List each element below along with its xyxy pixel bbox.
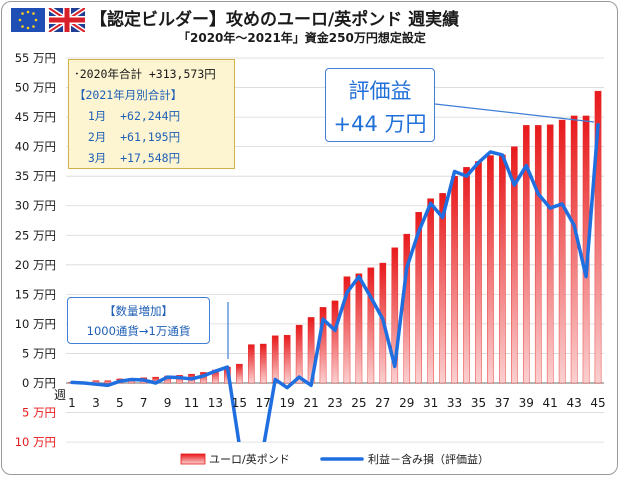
x-tick-label: 33 bbox=[447, 396, 462, 410]
bar-series bbox=[68, 90, 602, 384]
bar bbox=[439, 193, 446, 384]
x-tick-label: 1 bbox=[68, 396, 76, 410]
bar bbox=[248, 344, 255, 384]
x-tick-label: 35 bbox=[471, 396, 486, 410]
bar bbox=[331, 300, 339, 384]
bar bbox=[570, 115, 578, 384]
uk-flag-icon bbox=[47, 8, 85, 32]
bar bbox=[451, 175, 458, 384]
x-tick-label: 37 bbox=[495, 396, 510, 410]
x-tick-label: 13 bbox=[208, 396, 223, 410]
bar bbox=[343, 276, 351, 384]
chart-title: 【認定ビルダー】攻めのユーロ/英ポンド 週実績 bbox=[90, 10, 460, 30]
annual-summary-box: ･2020年合計 +313,573円 【2021年月別合計】 1月 +62,24… bbox=[68, 59, 235, 169]
bar bbox=[403, 233, 411, 384]
quantity-increase-callout: 【数量増加】 1000通貨→1万通貨 bbox=[67, 297, 210, 344]
x-axis-label: 週 bbox=[54, 388, 66, 402]
y-tick-label: 25 万円 bbox=[15, 228, 56, 242]
y-tick-label: 50 万円 bbox=[15, 81, 56, 95]
bar bbox=[295, 324, 303, 384]
y-tick-label: 45 万円 bbox=[15, 110, 56, 124]
bar bbox=[236, 363, 243, 384]
y-tick-label: 40 万円 bbox=[15, 140, 56, 154]
y-tick-label: 55 万円 bbox=[15, 51, 56, 65]
summary-2020-total: ･2020年合計 +313,573円 bbox=[74, 67, 216, 81]
x-tick-label: 17 bbox=[256, 396, 271, 410]
x-tick-label: 5 bbox=[116, 396, 124, 410]
summary-february: 2月 +61,195円 bbox=[74, 130, 181, 144]
y-tick-label: 35 万円 bbox=[15, 169, 56, 183]
bar bbox=[283, 334, 291, 384]
y-tick-label: 10 万円 bbox=[15, 317, 56, 331]
legend-item-bar: ユーロ/英ポンド bbox=[180, 451, 290, 467]
bar bbox=[511, 146, 518, 384]
chart-subtitle: 「2020年～2021年」資金250万円想定設定 bbox=[178, 31, 426, 45]
callout-qty-detail: 1000通貨→1万通貨 bbox=[86, 324, 191, 338]
legend-bar-swatch bbox=[180, 453, 206, 465]
line-series bbox=[70, 123, 600, 442]
summary-2021-heading: 【2021年月別合計】 bbox=[74, 88, 183, 102]
bar bbox=[367, 267, 375, 384]
y-tick-label: 5 万円 bbox=[22, 346, 56, 360]
bar bbox=[546, 124, 554, 384]
bar bbox=[558, 119, 566, 384]
summary-march: 3月 +17,548円 bbox=[74, 151, 181, 165]
y-tick-label: 30 万円 bbox=[15, 199, 56, 213]
x-tick-label: 39 bbox=[519, 396, 534, 410]
bar bbox=[487, 155, 494, 384]
bar bbox=[271, 335, 279, 384]
callout-eval-pointer bbox=[434, 103, 595, 123]
callout-eval-heading: 評価益 bbox=[348, 79, 412, 103]
y-tick-label: 20 万円 bbox=[15, 258, 56, 272]
x-tick-label: 15 bbox=[232, 396, 247, 410]
bar bbox=[522, 125, 530, 384]
bar bbox=[475, 161, 482, 384]
flags bbox=[11, 8, 85, 32]
legend-bar-label: ユーロ/英ポンド bbox=[209, 453, 290, 466]
x-tick-label: 21 bbox=[303, 396, 318, 410]
summary-january: 1月 +62,244円 bbox=[74, 109, 181, 123]
y-tick-label: 15 万円 bbox=[15, 287, 56, 301]
bar bbox=[355, 273, 363, 384]
x-tick-label: 29 bbox=[399, 396, 414, 410]
x-tick-label: 45 bbox=[590, 396, 605, 410]
bar bbox=[534, 125, 542, 384]
x-tick-label: 11 bbox=[184, 396, 199, 410]
bar bbox=[463, 167, 470, 384]
x-tick-label: 43 bbox=[566, 396, 581, 410]
x-tick-label: 31 bbox=[423, 396, 438, 410]
x-tick-label: 23 bbox=[327, 396, 342, 410]
unrealized-gain-callout: 評価益 +44 万円 bbox=[325, 68, 435, 142]
x-axis: 週1 3 5 7 9 11 13 15 17 19 21 23 25 27 29 31 33 35 37 39 41 43… bbox=[54, 388, 606, 410]
y-tick-label: 5 万円 bbox=[22, 406, 56, 420]
legend-item-line: 利益－含み損（評価益） bbox=[320, 451, 489, 467]
legend-line-label: 利益－含み損（評価益） bbox=[368, 453, 489, 466]
callout-qty-heading: 【数量増加】 bbox=[104, 304, 173, 318]
x-tick-label: 19 bbox=[280, 396, 295, 410]
y-tick-label: 10 万円 bbox=[15, 435, 56, 449]
line-path bbox=[70, 123, 600, 442]
callout-eval-value: +44 万円 bbox=[333, 112, 427, 136]
x-tick-label: 25 bbox=[351, 396, 366, 410]
bar bbox=[391, 247, 399, 384]
bar bbox=[104, 380, 112, 384]
legend-line-swatch bbox=[320, 457, 364, 461]
y-axis: 55 万円 50 万円 45 万円 40 万円 35 万円 30 万円 25 万円 20 万円… bbox=[15, 51, 56, 449]
x-tick-label: 27 bbox=[375, 396, 390, 410]
bar bbox=[499, 154, 506, 384]
bar bbox=[427, 198, 434, 384]
x-tick-label: 3 bbox=[92, 396, 100, 410]
bar bbox=[415, 212, 422, 384]
x-tick-label: 9 bbox=[164, 396, 172, 410]
x-tick-label: 41 bbox=[543, 396, 558, 410]
bar bbox=[259, 343, 267, 384]
bar bbox=[594, 90, 602, 384]
x-tick-label: 7 bbox=[140, 396, 148, 410]
y-tick-label: 0 万円 bbox=[22, 376, 56, 390]
eu-flag-icon bbox=[11, 8, 45, 32]
